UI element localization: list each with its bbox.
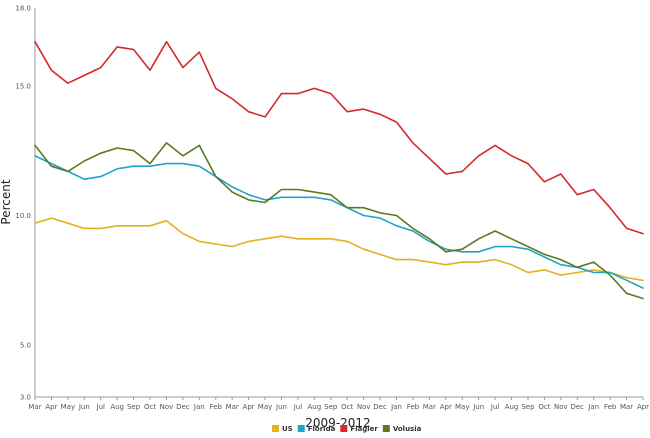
x-tick-label: Mar [620,403,633,411]
x-tick-label: Mar [28,403,41,411]
x-tick-label: Jan [390,403,402,411]
x-tick-label: Jan [193,403,205,411]
series-line-volusia [34,142,644,300]
x-tick-label: May [258,403,272,411]
x-axis-label: 2009-2012 [305,416,370,430]
series-line-flagler [34,40,644,235]
x-tick-label: Feb [210,403,223,411]
series-line-florida [34,155,644,289]
y-axis-label: Percent [0,179,13,224]
series-line-us [34,217,644,282]
x-tick-label: Aug [110,403,124,411]
y-tick-label: 15.0 [15,82,31,90]
x-tick-label: Dec [570,403,584,411]
x-tick-label: Feb [604,403,617,411]
x-axis-ticks: Mar Apr May Jun Jul Aug Sep Oct Nov Dec Jan Feb Mar A… [28,397,649,411]
x-tick-label: Apr [637,403,649,411]
series-lines [34,40,644,300]
legend-label-us: US [282,425,293,433]
x-tick-label: Sep [521,403,535,411]
x-tick-label: Oct [341,403,353,411]
x-tick-label: Dec [176,403,190,411]
legend-swatch-flagler [340,425,348,432]
x-tick-label: Jun [78,403,90,411]
x-tick-label: Feb [407,403,420,411]
legend-swatch-florida [297,425,305,432]
x-tick-label: Aug [308,403,322,411]
axes [34,8,643,398]
x-tick-label: Jul [96,403,106,411]
legend-swatch-volusia [382,425,390,432]
x-tick-label: Apr [440,403,452,411]
x-tick-label: Jun [472,403,484,411]
legend-label-flagler: Flagler [350,425,378,433]
x-tick-label: Apr [243,403,255,411]
x-tick-label: Oct [538,403,550,411]
x-tick-label: May [455,403,469,411]
x-tick-label: Aug [505,403,519,411]
x-tick-label: Jul [293,403,303,411]
x-tick-label: Dec [373,403,387,411]
x-tick-label: Mar [423,403,436,411]
x-tick-label: Nov [160,403,174,411]
x-tick-label: Mar [226,403,239,411]
legend: US Florida Flagler Volusia [272,425,422,433]
x-tick-label: Jun [275,403,287,411]
y-tick-label: 5.0 [20,342,31,350]
x-tick-label: Sep [127,403,141,411]
x-tick-label: Sep [324,403,338,411]
legend-label-florida: Florida [308,425,336,433]
legend-swatch-us [272,425,279,432]
x-tick-label: May [61,403,75,411]
y-tick-label: 10.0 [15,212,31,220]
x-tick-label: Jan [587,403,599,411]
y-tick-label: 18.0 [15,5,31,13]
x-tick-label: Apr [45,403,57,411]
x-tick-label: Nov [357,403,371,411]
x-tick-label: Nov [554,403,568,411]
x-tick-label: Jul [490,403,500,411]
legend-label-volusia: Volusia [393,425,422,433]
y-tick-label: 3.0 [20,394,31,402]
x-tick-label: Oct [144,403,156,411]
y-axis-ticks: 3.0 5.0 10.0 15.0 18.0 [15,5,31,402]
